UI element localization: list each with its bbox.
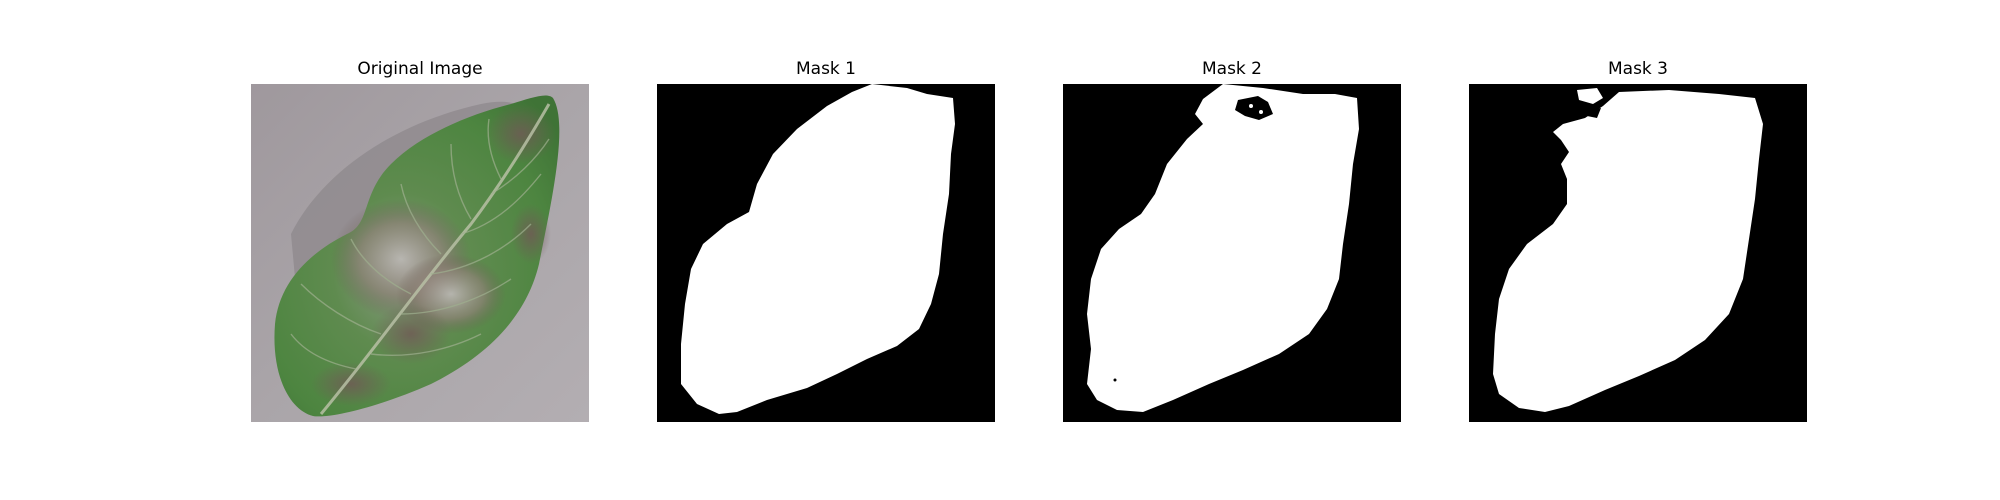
mask-1-title: Mask 1 (795, 59, 856, 79)
mask-3-title: Mask 3 (1607, 59, 1668, 79)
mask-2-title: Mask 2 (1201, 59, 1262, 79)
mask-2-image (1063, 84, 1401, 422)
mask-1-panel: Mask 1 (657, 56, 995, 422)
mask-3-image (1469, 84, 1807, 422)
mask-1-image (657, 84, 995, 422)
mask-3-panel: Mask 3 (1469, 56, 1807, 422)
mask-2-panel: Mask 2 (1063, 56, 1401, 422)
original-image-panel: Original Image (251, 56, 589, 422)
original-image-title: Original Image (357, 59, 483, 79)
original-leaf-image (251, 84, 589, 422)
